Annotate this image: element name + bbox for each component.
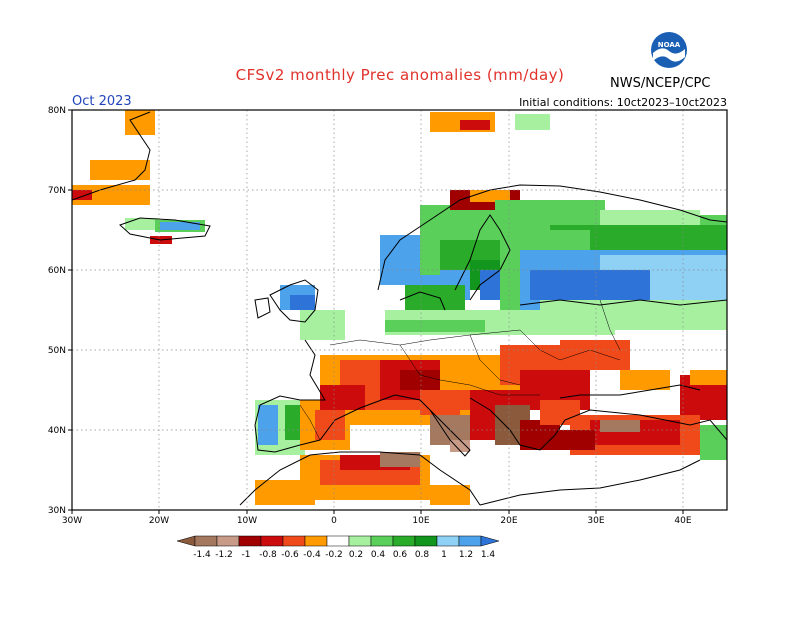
colorbar-label: -1.2 <box>215 550 233 560</box>
colorbar-label: -1 <box>242 550 251 560</box>
colorbar-label: -0.2 <box>325 550 343 560</box>
colorbar-swatch <box>238 535 262 547</box>
noaa-logo: NOAA <box>650 31 688 73</box>
lon-label-10e: 10E <box>412 516 429 526</box>
lon-label-30w: 30W <box>62 516 82 526</box>
lon-label-40e: 40E <box>674 516 691 526</box>
colorbar: -1.4 -1.2 -1 -0.8 -0.6 -0.4 -0.2 0.2 0.4 0.6 0.8 1 1… <box>176 535 500 560</box>
colorbar-label: 1 <box>441 550 447 560</box>
colorbar-label: 0.2 <box>349 550 363 560</box>
lon-label-10w: 10W <box>237 516 257 526</box>
graticule <box>72 110 727 510</box>
colorbar-swatch <box>260 535 284 547</box>
lat-label-70n: 70N <box>48 186 66 196</box>
map-frame <box>71 109 728 511</box>
colorbar-swatch <box>370 535 394 547</box>
lon-label-20e: 20E <box>500 516 517 526</box>
colorbar-swatch <box>458 535 482 547</box>
colorbar-label: -1.4 <box>193 550 211 560</box>
tick-marks <box>68 109 684 514</box>
colorbar-label: 0.6 <box>393 550 408 560</box>
colorbar-swatch <box>216 535 240 547</box>
colorbar-arrow-right <box>480 535 500 547</box>
colorbar-swatch <box>348 535 372 547</box>
initial-conditions: Initial conditions: 10ct2023–10ct2023 <box>519 96 727 109</box>
forecast-month: Oct 2023 <box>72 94 132 109</box>
colorbar-label: 1.2 <box>459 550 473 560</box>
colorbar-label: 0.8 <box>415 550 430 560</box>
colorbar-label: -0.8 <box>259 550 277 560</box>
lat-label-40n: 40N <box>48 426 66 436</box>
agency-label: NWS/NCEP/CPC <box>610 76 711 91</box>
colorbar-swatch <box>414 535 438 547</box>
borders <box>299 299 621 441</box>
colorbar-swatch <box>304 535 328 547</box>
lon-label-20w: 20W <box>149 516 169 526</box>
logo-text: NOAA <box>658 41 681 49</box>
anomaly-field <box>72 110 727 505</box>
lon-label-0: 0 <box>331 516 337 526</box>
map-title: CFSv2 monthly Prec anomalies (mm/day) <box>235 66 565 84</box>
colorbar-swatch <box>194 535 218 547</box>
colorbar-arrow-left <box>176 535 196 547</box>
colorbar-label: 1.4 <box>481 550 496 560</box>
colorbar-label: -0.6 <box>281 550 299 560</box>
colorbar-label: 0.4 <box>371 550 386 560</box>
lat-label-50n: 50N <box>48 346 66 356</box>
lat-label-30n: 30N <box>48 506 66 516</box>
colorbar-swatch <box>326 535 350 547</box>
colorbar-swatch <box>392 535 416 547</box>
lat-label-60n: 60N <box>48 266 66 276</box>
colorbar-label: -0.4 <box>303 550 321 560</box>
colorbar-swatch <box>282 535 306 547</box>
lon-label-30e: 30E <box>587 516 604 526</box>
colorbar-swatch <box>436 535 460 547</box>
lat-label-80n: 80N <box>48 106 66 116</box>
